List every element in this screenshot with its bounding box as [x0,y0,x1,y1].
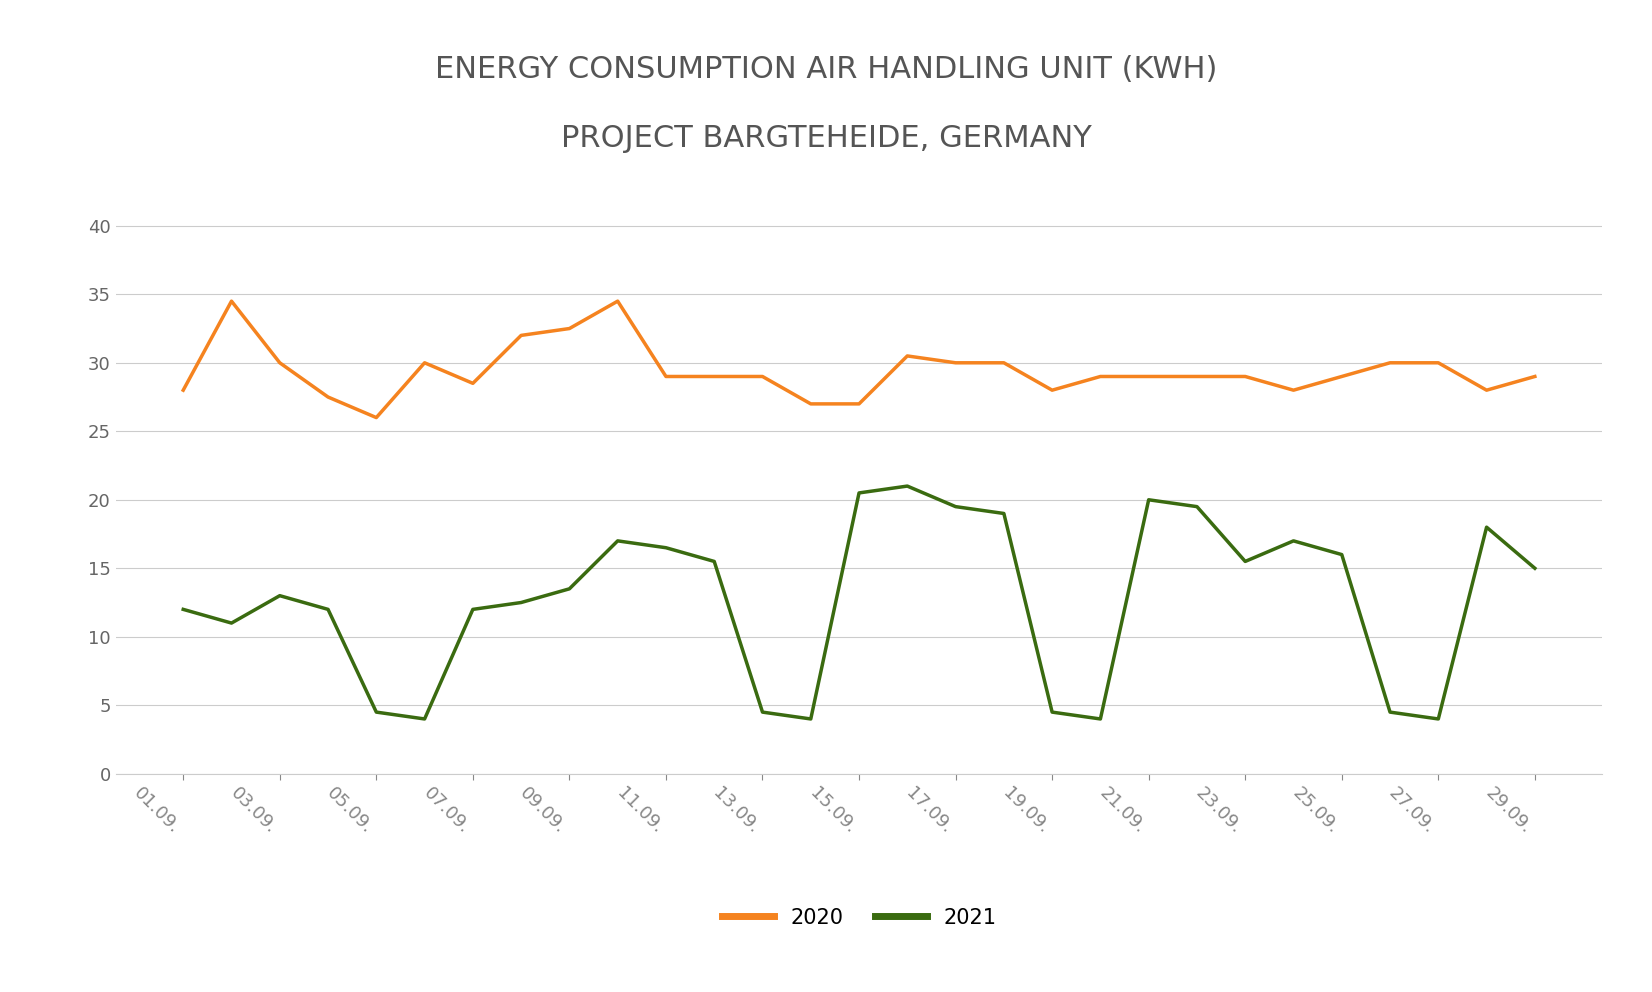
2021 [319,603,339,615]
2020 [221,296,241,308]
2020 [1090,371,1110,383]
2021 [1284,535,1303,547]
2021 [1138,494,1158,506]
Text: PROJECT BARGTEHEIDE, GERMANY: PROJECT BARGTEHEIDE, GERMANY [560,124,1092,154]
2020 [1138,371,1158,383]
2021 [1090,713,1110,725]
2021 [849,487,869,499]
2020 [463,377,482,389]
2021 [1477,521,1497,533]
2021 [656,542,676,554]
2020 [367,412,387,424]
2020 [1236,371,1256,383]
2020 [1332,371,1351,383]
2020 [1379,357,1399,369]
2020 [945,357,965,369]
2020 [1284,384,1303,396]
2020 [319,391,339,403]
2020 [560,322,580,334]
2021 [1188,501,1208,513]
2021 [897,480,917,492]
2020 [753,371,773,383]
2021 [510,596,530,608]
2020 [801,398,821,410]
2020 [415,357,434,369]
Line: 2020: 2020 [183,302,1535,418]
2020 [849,398,869,410]
2020 [1477,384,1497,396]
2020 [656,371,676,383]
2020 [897,350,917,362]
2020 [510,329,530,341]
2021 [1379,706,1399,718]
2021 [367,706,387,718]
Line: 2021: 2021 [183,486,1535,719]
2020 [608,296,628,308]
2020 [1429,357,1449,369]
2021 [560,583,580,595]
2021 [1042,706,1062,718]
2021 [463,603,482,615]
2021 [221,617,241,629]
2021 [995,508,1014,520]
2020 [1188,371,1208,383]
2021 [1332,549,1351,560]
2021 [1236,556,1256,567]
2020 [1042,384,1062,396]
2020 [995,357,1014,369]
2021 [801,713,821,725]
2021 [704,556,724,567]
2021 [269,589,289,601]
2021 [1429,713,1449,725]
2020 [704,371,724,383]
Legend: 2020, 2021: 2020, 2021 [714,900,1004,936]
2021 [945,501,965,513]
2021 [608,535,628,547]
2020 [173,384,193,396]
2020 [1525,371,1545,383]
2021 [415,713,434,725]
2021 [1525,562,1545,574]
2021 [753,706,773,718]
Text: ENERGY CONSUMPTION AIR HANDLING UNIT (KWH): ENERGY CONSUMPTION AIR HANDLING UNIT (KW… [434,55,1218,84]
2020 [269,357,289,369]
2021 [173,603,193,615]
